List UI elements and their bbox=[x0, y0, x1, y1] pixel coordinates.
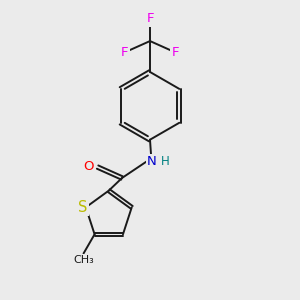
Text: S: S bbox=[78, 200, 88, 215]
Text: O: O bbox=[84, 160, 94, 173]
Text: CH₃: CH₃ bbox=[73, 255, 94, 265]
Text: H: H bbox=[161, 155, 170, 168]
Text: F: F bbox=[121, 46, 129, 59]
Text: F: F bbox=[146, 13, 154, 26]
Text: N: N bbox=[147, 155, 156, 168]
Text: F: F bbox=[171, 46, 179, 59]
